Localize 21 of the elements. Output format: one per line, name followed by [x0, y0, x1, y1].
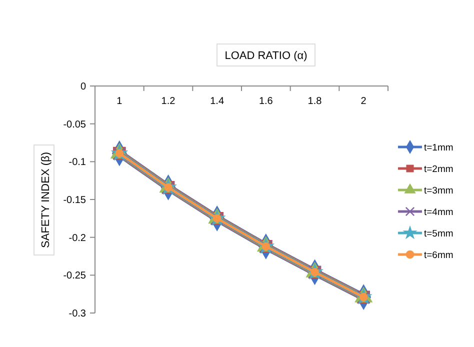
- legend-label: t=6mm: [424, 250, 454, 261]
- y-tick-label: -0.1: [68, 157, 86, 168]
- y-tick-label: -0.25: [63, 270, 86, 282]
- legend-label: t=3mm: [424, 185, 454, 196]
- x-tick-label: 1: [116, 96, 123, 107]
- y-axis-title: SAFETY INDEX (β): [40, 152, 52, 248]
- legend-label: t=2mm: [424, 164, 454, 175]
- x-tick-label: 2: [360, 96, 367, 107]
- x-tick-label: 1.6: [258, 96, 274, 107]
- x-tick-label: 1.8: [308, 96, 322, 107]
- y-tick-label: 0: [80, 82, 86, 92]
- y-tick-label: -0.15: [63, 195, 86, 206]
- legend-label: t=1mm: [424, 142, 454, 154]
- x-tick-label: 1.4: [210, 96, 224, 107]
- legend-label: t=4mm: [424, 206, 454, 218]
- y-tick-label: -0.3: [68, 308, 86, 320]
- y-tick-label: -0.05: [63, 119, 86, 130]
- x-axis-title: LOAD RATIO (α): [224, 50, 308, 62]
- y-tick-label: -0.2: [68, 232, 86, 244]
- legend-label: t=5mm: [424, 228, 454, 240]
- x-tick-label: 1.2: [161, 96, 176, 107]
